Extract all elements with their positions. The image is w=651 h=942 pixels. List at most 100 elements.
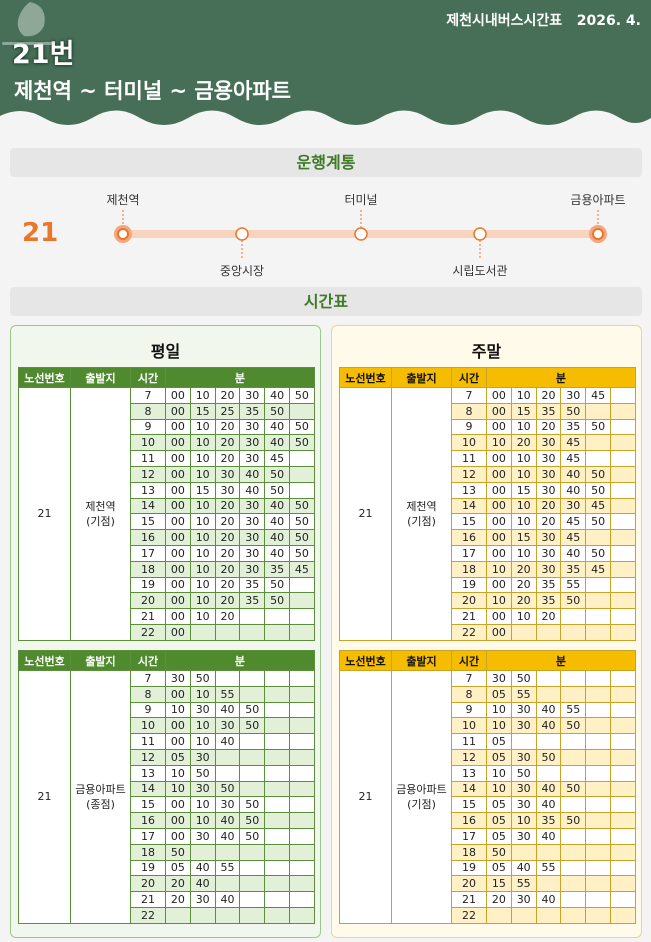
minute-cell	[560, 827, 587, 845]
minute-cell: 30	[535, 544, 562, 562]
minute-cell	[609, 497, 636, 515]
minute-cell	[239, 670, 266, 687]
hour-cell: 19	[130, 859, 166, 877]
minute-cell: 30	[214, 465, 241, 483]
minute-cell	[214, 843, 241, 861]
weekday-table-outbound: 노선번호 출발지 시간 분 21 제천역 (기점) 7 00 10 20 30 40 50 8 00 15 25…	[18, 367, 315, 641]
table-row: 11 00 10 40	[19, 733, 315, 750]
hour-cell: 17	[130, 544, 166, 562]
hour-cell: 13	[451, 481, 487, 499]
hour-cell: 8	[451, 402, 487, 420]
minute-cell	[288, 748, 315, 766]
minute-cell	[239, 843, 266, 861]
table-row: 21 00 10 20	[340, 608, 636, 625]
table-row: 22	[340, 906, 636, 924]
column-header: 출발지	[70, 650, 131, 671]
minute-cell: 30	[239, 434, 266, 452]
minute-cell	[288, 481, 315, 499]
minute-cell	[535, 906, 562, 924]
route-line	[114, 210, 607, 260]
minute-cell	[264, 875, 290, 893]
minute-cell: 20	[535, 608, 562, 625]
hour-cell: 20	[130, 592, 166, 610]
minute-cell: 00	[165, 812, 191, 829]
minute-cell: 30	[510, 891, 537, 908]
minute-cell: 10	[486, 701, 512, 719]
weekday-title: 평일	[150, 342, 181, 361]
minute-cell: 40	[535, 701, 562, 719]
minute-cell: 05	[486, 812, 512, 829]
minute-cell: 10	[486, 434, 512, 452]
minute-cell: 30	[214, 796, 241, 814]
minute-cell: 50	[288, 387, 315, 404]
minute-cell	[189, 843, 216, 861]
minute-cell: 00	[486, 450, 512, 467]
minute-cell: 50	[189, 670, 216, 687]
minute-cell	[264, 733, 290, 750]
minute-cell: 10	[189, 529, 216, 546]
minute-cell: 50	[264, 465, 290, 483]
minute-cell	[585, 434, 611, 452]
minute-cell	[609, 843, 636, 861]
minute-cell: 35	[239, 402, 266, 420]
minute-cell: 30	[239, 513, 266, 531]
hour-cell: 8	[451, 685, 487, 703]
column-header: 출발지	[391, 650, 452, 671]
minute-cell: 20	[510, 576, 537, 594]
minute-cell: 40	[535, 891, 562, 908]
minute-cell	[560, 891, 587, 908]
minute-cell: 00	[165, 685, 191, 703]
minute-cell: 00	[165, 434, 191, 452]
minute-cell	[510, 733, 537, 750]
minute-cell	[585, 608, 611, 625]
table-row: 17 00 30 40 50	[19, 827, 315, 845]
minute-cell: 45	[585, 560, 611, 578]
minute-cell	[239, 748, 266, 766]
minute-cell	[609, 891, 636, 908]
minute-cell	[288, 733, 315, 750]
minute-cell: 40	[239, 465, 266, 483]
minute-cell	[239, 875, 266, 893]
hour-cell: 17	[451, 544, 487, 562]
minute-cell: 45	[288, 560, 315, 578]
minute-cell: 50	[288, 434, 315, 452]
hour-cell: 12	[451, 465, 487, 483]
minute-cell: 00	[165, 608, 191, 625]
minute-cell: 30	[189, 891, 216, 908]
hour-cell: 15	[451, 513, 487, 531]
minute-cell: 30	[510, 748, 537, 766]
table-row: 9 00 10 20 35 50	[340, 418, 636, 436]
weekday-table-inbound: 노선번호 출발지 시간 분 21 금용아파트 (종점) 7 30 50 8 00 10 55 9 10 30 4…	[18, 650, 315, 924]
minute-cell: 10	[510, 544, 537, 562]
hour-cell: 13	[130, 764, 166, 782]
minute-cell: 20	[510, 592, 537, 610]
minute-cell: 55	[510, 875, 537, 893]
minute-cell: 30	[535, 450, 562, 467]
weekend-table-outbound: 노선번호 출발지 시간 분 21 제천역 (기점) 7 00 10 20 30 45 8 00 15 35 50…	[339, 367, 636, 641]
minute-cell: 20	[214, 560, 241, 578]
minute-cell: 00	[486, 402, 512, 420]
minute-cell: 30	[239, 387, 266, 404]
column-header: 분	[165, 367, 315, 388]
minute-cell: 30	[510, 717, 537, 735]
minute-cell: 35	[535, 812, 562, 829]
table-row: 14 10 30 50	[19, 780, 315, 798]
minute-cell: 40	[560, 465, 587, 483]
minute-cell: 00	[486, 513, 512, 531]
table-row: 19 05 40 55	[19, 859, 315, 877]
minute-cell: 05	[486, 685, 512, 703]
minute-cell: 45	[585, 387, 611, 404]
document-title: 제천시내버스시간표 2026. 4.	[446, 13, 641, 29]
minute-cell	[239, 764, 266, 782]
minute-cell: 50	[585, 544, 611, 562]
origin-cell: 제천역 (기점)	[391, 387, 452, 641]
minute-cell	[288, 402, 315, 420]
minute-cell	[609, 685, 636, 703]
minute-cell: 40	[535, 717, 562, 735]
minute-cell: 00	[486, 529, 512, 546]
minute-cell	[585, 685, 611, 703]
minute-cell: 10	[189, 608, 216, 625]
minute-cell: 10	[189, 576, 216, 594]
minute-cell	[560, 796, 587, 814]
minute-cell: 20	[214, 450, 241, 467]
